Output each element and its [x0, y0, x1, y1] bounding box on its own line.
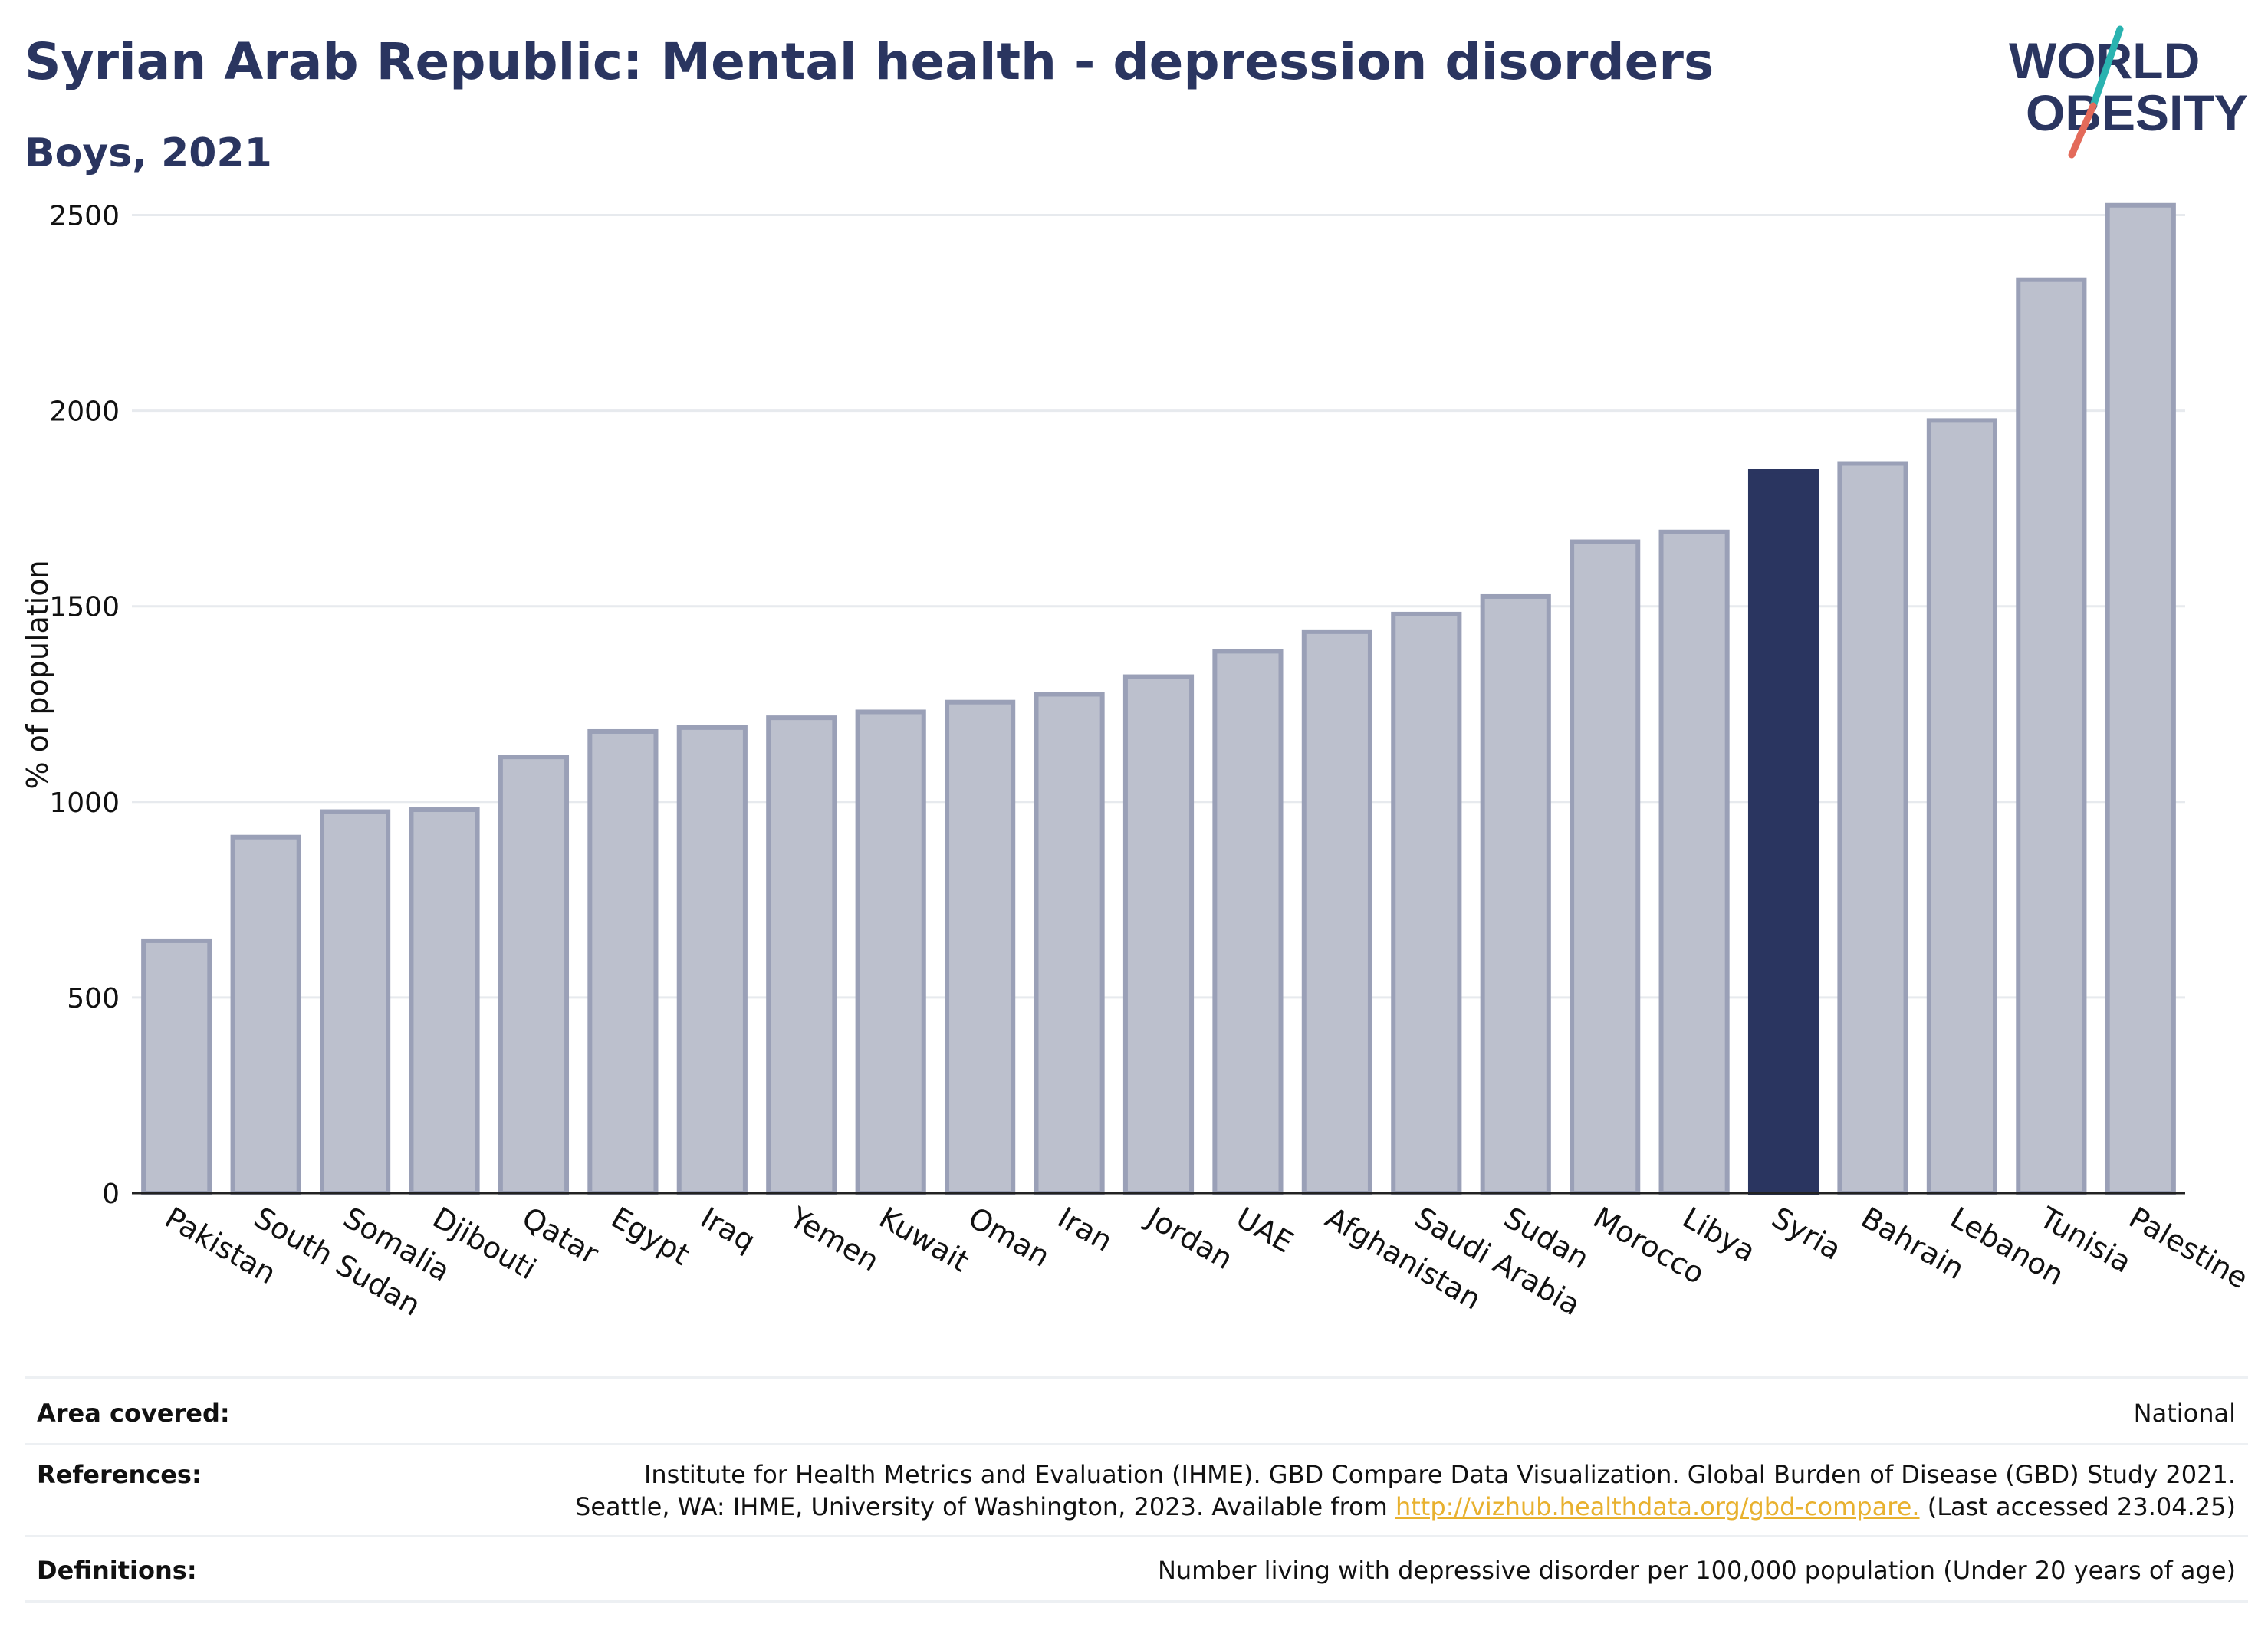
footer-definitions-row: Definitions: Number living with depressi…	[25, 1537, 2248, 1603]
x-tick-label: Iran	[1052, 1201, 1118, 1258]
x-tick-label: UAE	[1231, 1201, 1299, 1260]
bar-afghanistan	[1301, 629, 1372, 1195]
references-text-suffix: (Last accessed 23.04.25)	[1919, 1492, 2236, 1521]
logo-slash-teal	[2089, 25, 2124, 110]
bar-morocco	[1570, 539, 1641, 1195]
x-tick-label: Syria	[1767, 1201, 1847, 1267]
x-tick-label: Bahrain	[1855, 1201, 1970, 1287]
references-label: References:	[37, 1460, 202, 1489]
logo-slash-coral	[2068, 102, 2097, 159]
references-link[interactable]: http://vizhub.healthdata.org/gbd-compare…	[1395, 1492, 1920, 1521]
bar-qatar	[498, 755, 570, 1195]
references-line-1: Institute for Health Metrics and Evaluat…	[643, 1460, 2236, 1489]
y-tick-label: 2000	[49, 396, 120, 428]
y-tick-label: 1000	[49, 787, 120, 819]
bar-iran	[1034, 692, 1105, 1195]
footer-references-row: References: Institute for Health Metrics…	[25, 1443, 2248, 1537]
world-obesity-logo: WORLD OBESITY	[2009, 25, 2248, 159]
bar-uae	[1212, 649, 1284, 1195]
y-axis-label: % of population	[21, 560, 54, 789]
bar-pakistan	[141, 938, 212, 1196]
bar-south-sudan	[230, 834, 301, 1195]
bar-yemen	[766, 715, 837, 1195]
bar-iraq	[676, 725, 748, 1195]
bar-kuwait	[855, 709, 926, 1195]
references-text-prefix: Seattle, WA: IHME, University of Washing…	[575, 1492, 1395, 1521]
references-line-2: Seattle, WA: IHME, University of Washing…	[575, 1492, 2236, 1521]
y-tick-label: 2500	[49, 201, 120, 232]
bar-somalia	[320, 809, 391, 1195]
bar-egypt	[587, 728, 659, 1195]
area-covered-value: National	[2133, 1399, 2236, 1428]
x-tick-label: Egypt	[606, 1201, 695, 1272]
bar-bahrain	[1837, 461, 1908, 1195]
bar-jordan	[1122, 674, 1195, 1195]
x-tick-label: Yemen	[784, 1200, 885, 1278]
logo-word-obesity: OBESITY	[2026, 84, 2248, 141]
bars	[141, 202, 2176, 1196]
y-tick-label: 500	[67, 983, 120, 1014]
x-tick-label: Oman	[963, 1201, 1056, 1274]
y-tick-label: 1500	[49, 592, 120, 623]
bar-saudi-arabia	[1391, 611, 1462, 1195]
bar-sudan	[1480, 593, 1551, 1195]
chart-title: Syrian Arab Republic: Mental health - de…	[25, 32, 1714, 91]
footer-area-row: Area covered: National	[25, 1376, 2248, 1445]
bar-lebanon	[1926, 418, 1997, 1195]
x-tick-label: Jordan	[1140, 1200, 1238, 1277]
bar-tunisia	[2016, 277, 2087, 1195]
bar-libya	[1658, 529, 1730, 1195]
bar-djibouti	[409, 807, 480, 1196]
x-tick-label: Palestine	[2123, 1201, 2253, 1296]
x-tick-label: Iraq	[695, 1201, 761, 1258]
bar-palestine	[2105, 202, 2176, 1196]
y-tick-label: 0	[102, 1179, 120, 1210]
bar-oman	[945, 699, 1016, 1195]
x-tick-label: Kuwait	[873, 1201, 975, 1279]
y-tick-labels: 0 500 1000 1500 2000 2500	[49, 201, 120, 1210]
chart-subtitle: Boys, 2021	[25, 130, 272, 176]
area-covered-label: Area covered:	[37, 1399, 230, 1428]
definitions-label: Definitions:	[37, 1556, 197, 1585]
bar-syria	[1747, 469, 1819, 1195]
definitions-value: Number living with depressive disorder p…	[1157, 1556, 2236, 1585]
